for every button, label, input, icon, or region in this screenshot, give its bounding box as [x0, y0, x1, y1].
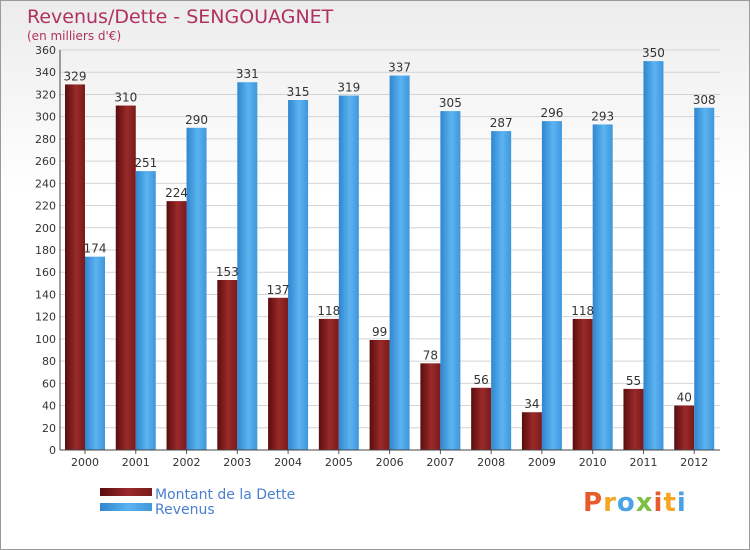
data-label-dette-2012: 40	[677, 391, 692, 405]
y-tick-label: 200	[35, 222, 56, 235]
legend: Montant de la Dette Revenus	[100, 487, 295, 518]
data-label-dette-2007: 78	[423, 348, 438, 362]
data-label-revenus-2000: 174	[84, 242, 107, 256]
chart-title: Revenus/Dette - SENGOUAGNET	[27, 6, 334, 28]
y-tick-label: 60	[42, 377, 56, 390]
legend-swatch-dette	[100, 488, 152, 496]
x-tick-label: 2011	[629, 456, 657, 469]
bar-dette-2005	[318, 318, 339, 450]
legend-label-dette: Montant de la Dette	[155, 487, 295, 503]
data-label-dette-2000: 329	[64, 69, 87, 83]
bar-dette-2002	[166, 201, 187, 450]
data-label-revenus-2009: 296	[540, 106, 563, 120]
y-tick-label: 140	[35, 288, 56, 301]
data-label-dette-2008: 56	[474, 373, 489, 387]
chart-subtitle: (en milliers d'€)	[27, 29, 121, 43]
bar-dette-2003	[217, 280, 238, 450]
data-label-dette-2004: 137	[267, 283, 290, 297]
y-tick-label: 100	[35, 333, 56, 346]
y-tick-label: 0	[49, 444, 56, 457]
data-label-revenus-2010: 293	[591, 109, 614, 123]
x-tick-label: 2003	[223, 456, 251, 469]
bar-dette-2008	[471, 387, 492, 450]
y-tick-label: 340	[35, 66, 56, 79]
data-label-revenus-2004: 315	[287, 85, 310, 99]
data-label-revenus-2003: 331	[236, 67, 259, 81]
y-tick-label: 240	[35, 177, 56, 190]
data-label-revenus-2006: 337	[388, 61, 411, 75]
x-axis-ticks: 2000 2001 2002 2003 2004 2005 2006 2007 2008 2009…	[71, 450, 708, 469]
y-tick-label: 180	[35, 244, 56, 257]
bar-revenus-2003	[237, 82, 258, 450]
data-label-dette-2009: 34	[524, 397, 539, 411]
x-tick-label: 2004	[274, 456, 302, 469]
bar-revenus-2010	[592, 124, 613, 450]
data-label-dette-2010: 118	[571, 304, 594, 318]
legend-swatch-revenus	[100, 503, 152, 511]
x-tick-label: 2007	[426, 456, 454, 469]
bar-revenus-2008	[491, 131, 512, 450]
data-label-revenus-2002: 290	[185, 113, 208, 127]
data-label-dette-2011: 55	[626, 374, 641, 388]
bar-revenus-2001	[135, 171, 156, 450]
data-label-revenus-2005: 319	[337, 81, 360, 95]
y-tick-label: 280	[35, 133, 56, 146]
bar-revenus-2012	[694, 107, 715, 451]
x-tick-label: 2009	[528, 456, 556, 469]
x-tick-label: 2010	[579, 456, 607, 469]
axes	[59, 50, 720, 451]
y-tick-label: 220	[35, 200, 56, 213]
bar-dette-2009	[521, 412, 542, 450]
y-tick-label: 120	[35, 311, 56, 324]
y-axis-ticks: 0 20 40 60 80 100 120 140 160 180 200 220 240 260 280 3…	[35, 44, 56, 457]
bar-dette-2001	[115, 105, 136, 451]
bar-dette-2004	[268, 297, 289, 450]
data-label-revenus-2001: 251	[134, 156, 157, 170]
x-tick-label: 2006	[376, 456, 404, 469]
proxiti-logo: Proxiti	[583, 488, 687, 518]
bar-dette-2000	[65, 84, 85, 450]
bar-revenus-2005	[338, 95, 359, 451]
bar-revenus-2006	[389, 75, 410, 451]
x-tick-label: 2008	[477, 456, 505, 469]
x-tick-label: 2001	[122, 456, 150, 469]
x-tick-label: 2005	[325, 456, 353, 469]
data-label-dette-2006: 99	[372, 325, 387, 339]
y-tick-label: 160	[35, 266, 56, 279]
legend-label-revenus: Revenus	[155, 502, 215, 518]
data-label-dette-2003: 153	[216, 265, 239, 279]
bars-group	[65, 61, 715, 451]
bar-revenus-2009	[541, 121, 562, 450]
y-tick-label: 260	[35, 155, 56, 168]
x-tick-label: 2000	[71, 456, 99, 469]
y-tick-label: 20	[42, 422, 56, 435]
data-label-revenus-2007: 305	[439, 96, 462, 110]
data-label-revenus-2012: 308	[693, 93, 716, 107]
bar-dette-2006	[369, 340, 390, 450]
y-tick-label: 80	[42, 355, 56, 368]
bar-dette-2012	[674, 405, 695, 450]
x-tick-label: 2012	[680, 456, 708, 469]
data-label-dette-2002: 224	[165, 186, 188, 200]
bar-dette-2011	[623, 388, 644, 450]
y-tick-label: 360	[35, 44, 56, 57]
bar-revenus-2007	[440, 111, 461, 450]
y-tick-label: 40	[42, 400, 56, 413]
bar-revenus-2011	[643, 61, 664, 450]
data-label-dette-2001: 310	[114, 91, 137, 105]
y-tick-label: 300	[35, 111, 56, 124]
data-label-revenus-2011: 350	[642, 46, 665, 60]
data-labels: 329 174 310 251 224 290 153 331 137 315 118 319 99 33…	[64, 46, 716, 411]
bar-revenus-2002	[186, 127, 207, 451]
bar-revenus-2004	[288, 100, 309, 450]
y-tick-label: 320	[35, 88, 56, 101]
data-label-dette-2005: 118	[317, 304, 340, 318]
bar-revenus-2000	[85, 256, 105, 450]
data-label-revenus-2008: 287	[490, 116, 513, 130]
bar-dette-2007	[420, 363, 441, 450]
bar-dette-2010	[572, 318, 593, 450]
x-tick-label: 2002	[173, 456, 201, 469]
